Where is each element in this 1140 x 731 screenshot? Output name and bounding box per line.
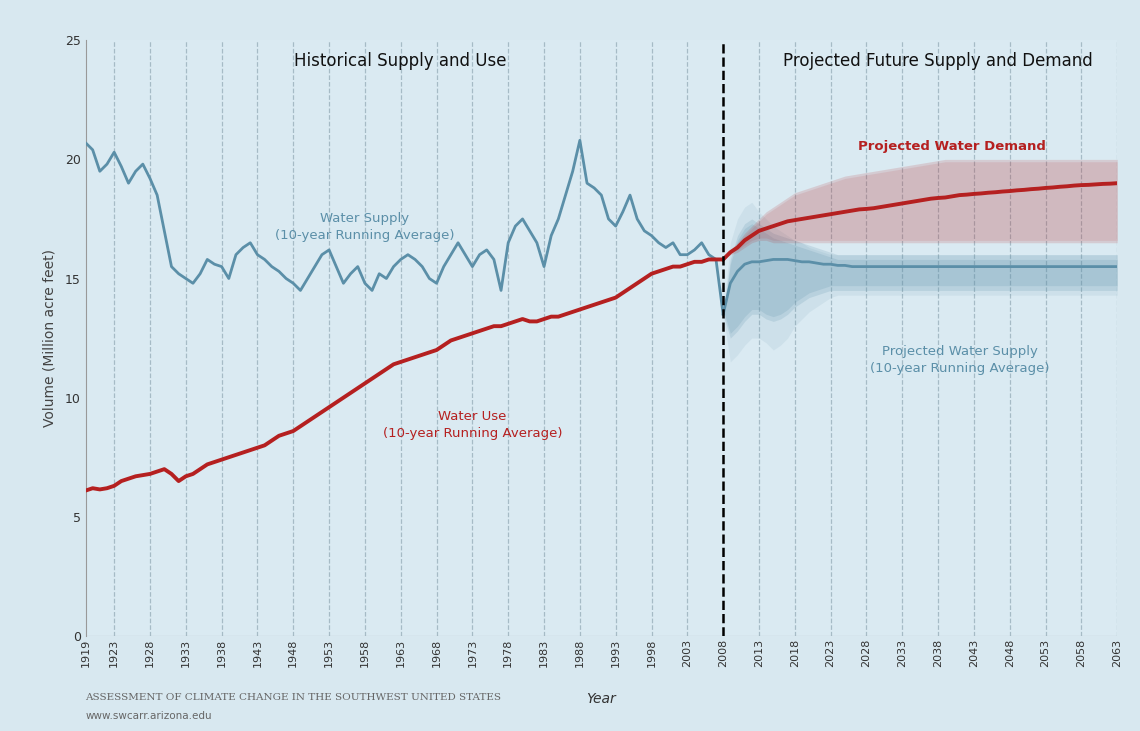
Text: www.swcarr.arizona.edu: www.swcarr.arizona.edu [86, 711, 212, 721]
Text: Water Use
(10-year Running Average): Water Use (10-year Running Average) [383, 409, 562, 439]
Text: Water Supply
(10-year Running Average): Water Supply (10-year Running Average) [275, 212, 455, 242]
Y-axis label: Volume (Million acre feet): Volume (Million acre feet) [42, 249, 57, 427]
Text: Historical Supply and Use: Historical Supply and Use [294, 52, 507, 70]
Text: Year: Year [586, 692, 617, 705]
Text: Projected Future Supply and Demand: Projected Future Supply and Demand [783, 52, 1093, 70]
Text: ASSESSMENT OF CLIMATE CHANGE IN THE SOUTHWEST UNITED STATES: ASSESSMENT OF CLIMATE CHANGE IN THE SOUT… [86, 693, 502, 702]
Text: Projected Water Supply
(10-year Running Average): Projected Water Supply (10-year Running … [870, 345, 1049, 375]
Text: Projected Water Demand: Projected Water Demand [858, 140, 1047, 154]
